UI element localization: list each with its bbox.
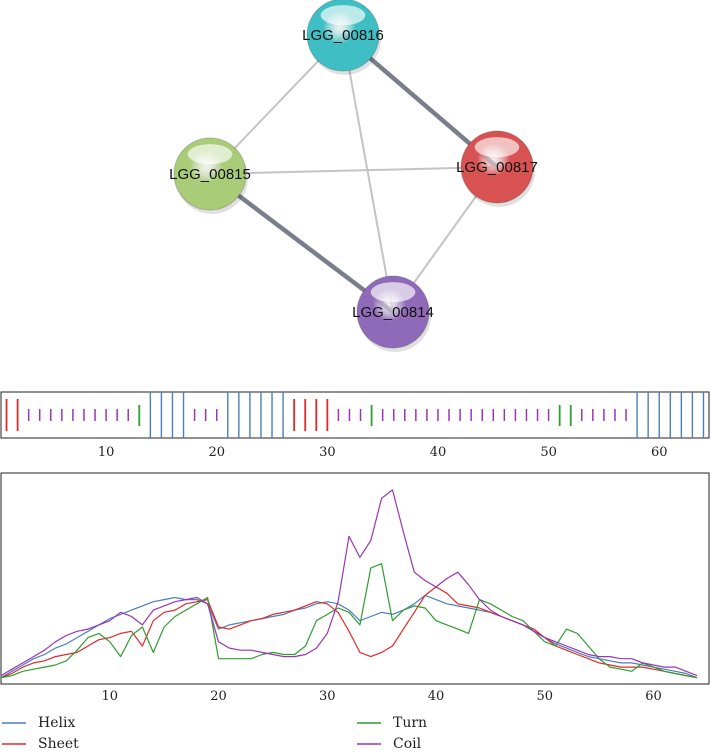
interaction-network: LGG_00816 LGG_00815 LGG_00817 LGG_00814 — [169, 0, 538, 352]
chart-series-lines — [0, 489, 698, 679]
node-label: LGG_00816 — [302, 27, 384, 44]
network-edge — [208, 172, 395, 314]
network-node[interactable]: LGG_00816 — [302, 0, 384, 75]
track-tick-label: 20 — [208, 445, 225, 460]
legend-item-helix: Helix — [2, 715, 75, 731]
network-edges — [208, 33, 499, 314]
node-highlight — [474, 137, 520, 158]
track-frame — [0, 391, 710, 439]
legend-item-turn: Turn — [357, 715, 427, 731]
legend-label: Sheet — [38, 736, 79, 752]
legend-label: Coil — [393, 736, 422, 752]
node-highlight — [370, 282, 416, 303]
node-label: LGG_00817 — [456, 159, 538, 176]
legend-item-coil: Coil — [357, 736, 422, 752]
legend-label: Turn — [393, 715, 427, 731]
node-label: LGG_00814 — [352, 304, 434, 321]
network-nodes: LGG_00816 LGG_00815 LGG_00817 LGG_00814 — [169, 0, 538, 352]
network-node[interactable]: LGG_00814 — [352, 275, 434, 352]
chart-tick-label: 30 — [319, 689, 336, 704]
chart-tick-label: 60 — [645, 689, 662, 704]
network-node[interactable]: LGG_00817 — [456, 130, 538, 207]
chart-tick-label: 20 — [210, 689, 227, 704]
chart-legend: Helix Turn Sheet Coil — [2, 715, 427, 752]
track-tick-label: 50 — [540, 445, 557, 460]
chart-tick-label: 50 — [536, 689, 553, 704]
legend-item-sheet: Sheet — [2, 736, 79, 752]
chart-tick-labels: 10 20 30 40 50 60 — [101, 689, 661, 704]
node-label: LGG_00815 — [169, 166, 251, 183]
node-highlight — [187, 144, 233, 165]
track-tick-label: 30 — [319, 445, 336, 460]
track-tick-label: 40 — [430, 445, 447, 460]
chart-tick-label: 40 — [428, 689, 445, 704]
structure-propensity-chart: 10 20 30 40 50 60 — [0, 472, 710, 704]
track-tick-label: 60 — [651, 445, 668, 460]
series-line-coil — [0, 489, 698, 677]
secondary-structure-track: 10 20 30 40 50 60 — [0, 391, 710, 460]
chart-tick-label: 10 — [101, 689, 118, 704]
track-marks — [5, 392, 705, 438]
network-edge — [209, 166, 498, 175]
track-tick-labels: 10 20 30 40 50 60 — [98, 445, 668, 460]
track-tick-label: 10 — [98, 445, 115, 460]
series-line-helix — [0, 594, 698, 679]
series-line-turn — [0, 563, 698, 679]
network-edge — [342, 34, 394, 313]
legend-label: Helix — [38, 715, 75, 731]
chart-frame — [0, 472, 710, 685]
network-node[interactable]: LGG_00815 — [169, 137, 251, 214]
series-line-sheet — [0, 586, 698, 679]
node-highlight — [320, 5, 366, 26]
